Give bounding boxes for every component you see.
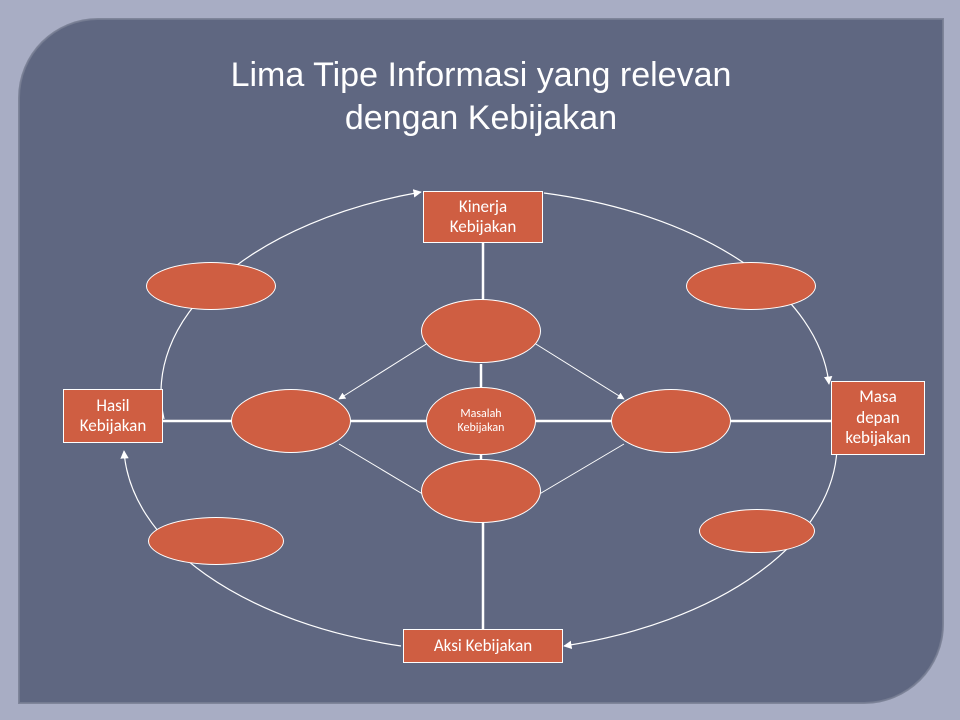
node-label: MasalahKebijakan [458, 407, 505, 436]
node-kinerja-kebijakan: KinerjaKebijakan [423, 191, 543, 243]
inner-ellipse-bottom [421, 459, 541, 523]
node-masalah-kebijakan: MasalahKebijakan [426, 387, 536, 455]
outer-ellipse-tr [686, 262, 816, 310]
node-label: Aksi Kebijakan [434, 636, 532, 656]
outer-ellipse-tl [146, 262, 276, 310]
node-aksi-kebijakan: Aksi Kebijakan [403, 629, 563, 663]
inner-ellipse-top [421, 299, 541, 363]
node-label: KinerjaKebijakan [450, 197, 517, 238]
node-masa-depan-kebijakan: Masadepankebijakan [831, 381, 925, 455]
node-label: HasilKebijakan [80, 396, 147, 437]
inner-ellipse-left [231, 389, 351, 453]
outer-ellipse-bl [148, 517, 284, 565]
outer-ellipse-br [699, 509, 815, 553]
slide-inner: Lima Tipe Informasi yang relevan dengan … [18, 18, 944, 704]
inner-ellipse-right [611, 389, 731, 453]
slide-outer: Lima Tipe Informasi yang relevan dengan … [0, 0, 960, 720]
node-label: Masadepankebijakan [845, 387, 910, 448]
node-hasil-kebijakan: HasilKebijakan [63, 389, 163, 443]
